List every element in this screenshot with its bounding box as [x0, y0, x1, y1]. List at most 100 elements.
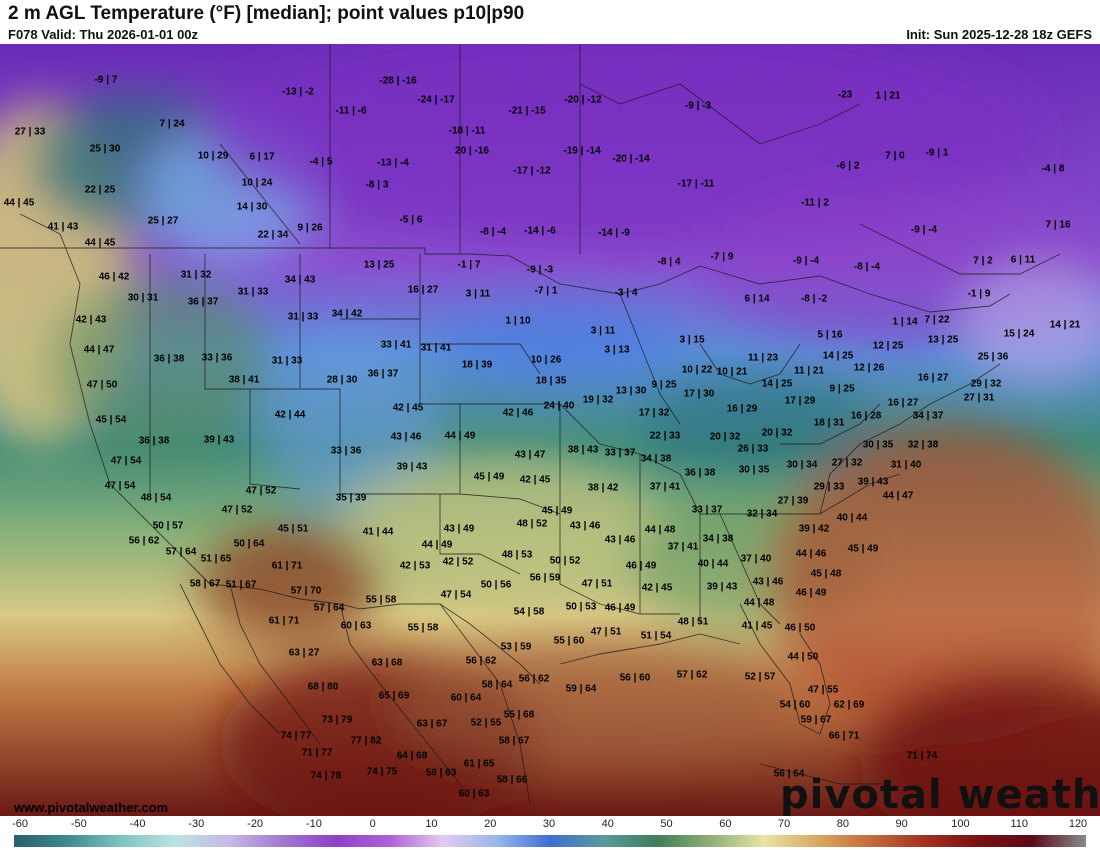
point-value: 40 | 44	[836, 512, 868, 524]
point-value: -3 | 4	[614, 287, 638, 299]
point-value: 50 | 64	[233, 538, 265, 550]
point-value: 52 | 55	[470, 717, 502, 729]
point-value: 24 | 40	[543, 400, 575, 412]
point-value: 42 | 45	[519, 474, 551, 486]
point-value: 48 | 51	[677, 616, 709, 628]
point-value: -1 | 7	[457, 259, 481, 271]
boundary-lines	[0, 44, 1061, 805]
point-value: 50 | 52	[549, 555, 581, 567]
point-value: -9 | -3	[684, 100, 712, 112]
point-value: -13 | -2	[282, 86, 314, 98]
point-value: 47 | 51	[590, 626, 622, 638]
point-value: 34 | 43	[284, 274, 316, 286]
colorbar-tick: 110	[1010, 818, 1028, 830]
point-value: 1 | 14	[892, 316, 918, 328]
point-value: 27 | 33	[14, 126, 46, 138]
point-value: 48 | 52	[516, 518, 548, 530]
colorbar-tick: 80	[836, 818, 849, 830]
point-value: 33 | 37	[691, 504, 723, 516]
point-value: 42 | 45	[641, 582, 673, 594]
point-value: 71 | 77	[301, 747, 333, 759]
point-value: 60 | 64	[450, 692, 482, 704]
point-value: 46 | 49	[795, 587, 827, 599]
point-value: 13 | 25	[363, 259, 395, 271]
point-value: -7 | 1	[534, 285, 558, 297]
point-value: 10 | 24	[241, 177, 273, 189]
colorbar-gradient	[14, 835, 1086, 847]
point-value: 27 | 32	[831, 457, 863, 469]
point-value: 47 | 51	[581, 578, 613, 590]
point-value: 47 | 54	[110, 455, 142, 467]
point-value: 61 | 71	[268, 615, 300, 627]
point-value: -14 | -6	[524, 225, 556, 237]
point-value: 7 | 0	[885, 150, 905, 162]
point-value: 47 | 55	[807, 684, 839, 696]
point-value: 7 | 22	[924, 314, 950, 326]
point-value: 14 | 30	[236, 201, 268, 213]
point-value: 22 | 25	[84, 184, 116, 196]
point-value: 9 | 26	[297, 222, 323, 234]
website-link[interactable]: www.pivotalweather.com	[14, 800, 169, 815]
colorbar-tick: 90	[895, 818, 908, 830]
point-value: 16 | 28	[850, 410, 882, 422]
point-value: 33 | 37	[604, 447, 636, 459]
point-value: 44 | 47	[882, 490, 914, 502]
point-value: -21 | -15	[508, 105, 546, 117]
point-value: -18 | -11	[448, 125, 486, 137]
point-value: 46 | 49	[604, 602, 636, 614]
point-value: 58 | 64	[481, 679, 513, 691]
point-value: 65 | 69	[378, 690, 410, 702]
point-value: 45 | 51	[277, 523, 309, 535]
point-value: 25 | 36	[977, 351, 1009, 363]
point-value: 25 | 27	[147, 215, 179, 227]
point-value: 40 | 44	[697, 558, 729, 570]
point-value: 20 | 32	[761, 427, 793, 439]
point-value: 63 | 27	[288, 647, 320, 659]
point-value: 17 | 32	[638, 407, 670, 419]
point-value: 34 | 38	[702, 533, 734, 545]
point-value: 42 | 53	[399, 560, 431, 572]
point-value: 51 | 54	[640, 630, 672, 642]
point-value: -20 | -14	[612, 153, 650, 165]
colorbar-tick: 30	[542, 818, 556, 830]
point-value: 35 | 39	[335, 492, 367, 504]
point-value: -6 | 2	[836, 160, 860, 172]
point-value: 61 | 65	[463, 758, 495, 770]
point-value: 47 | 50	[86, 379, 118, 391]
point-value: 62 | 69	[833, 699, 865, 711]
valid-time: F078 Valid: Thu 2026-01-01 00z	[8, 27, 199, 42]
point-value: 1 | 10	[505, 315, 531, 327]
point-value: 14 | 25	[761, 378, 793, 390]
colorbar-tick: 0	[369, 818, 376, 830]
point-value: 38 | 42	[587, 482, 619, 494]
point-value: 32 | 38	[907, 439, 939, 451]
point-value: 74 | 75	[366, 766, 398, 778]
point-value: 28 | 30	[326, 374, 358, 386]
point-value: 44 | 50	[787, 651, 819, 663]
point-value: 11 | 23	[747, 352, 779, 364]
point-value: -8 | -2	[800, 293, 828, 305]
point-value: 34 | 37	[912, 410, 944, 422]
point-value: 31 | 33	[287, 311, 319, 323]
point-value: 39 | 43	[857, 476, 889, 488]
temperature-map[interactable]: -9 | 7 -13 | -2 -28 | -16 -24 | -17 -21 | -1…	[0, 44, 1100, 816]
point-value: 14 | 25	[822, 350, 854, 362]
point-value: 45 | 49	[473, 471, 505, 483]
point-value: 71 | 74	[906, 750, 938, 762]
colorbar-tick: 70	[777, 818, 791, 830]
point-value: 16 | 29	[726, 403, 758, 415]
point-value: 44 | 47	[83, 344, 115, 356]
point-value: -19 | -14	[563, 145, 601, 157]
colorbar-tick: 20	[484, 818, 497, 830]
colorbar-tick-labels: -60 -50 -40 -30 -20 -10 0 10 20 30 40 50 60 70 80 90 100…	[0, 818, 1100, 832]
point-value: 47 | 54	[104, 480, 136, 492]
map-header: 2 m AGL Temperature (°F) [median]; point…	[0, 0, 1100, 44]
point-value: -24 | -17	[417, 94, 455, 106]
point-value: -8 | -4	[479, 226, 507, 238]
point-value: 46 | 42	[98, 271, 130, 283]
point-value: 43 | 46	[752, 576, 784, 588]
temperature-field-blobs	[0, 44, 1100, 816]
point-value: 42 | 46	[502, 407, 534, 419]
point-value: 44 | 49	[444, 430, 476, 442]
map-canvas	[0, 44, 1100, 816]
